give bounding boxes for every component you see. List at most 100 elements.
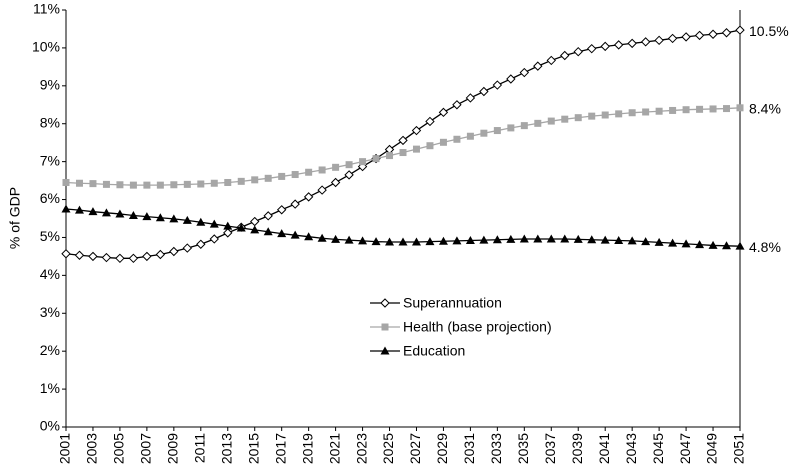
marker	[116, 181, 124, 189]
marker	[250, 225, 260, 234]
marker	[62, 178, 70, 186]
legend-label: Superannuation	[403, 295, 502, 311]
marker	[519, 234, 529, 243]
x-tick-label: 2027	[407, 433, 423, 464]
x-tick-label: 2051	[731, 433, 747, 464]
marker	[303, 192, 314, 202]
marker	[345, 161, 353, 169]
marker	[587, 235, 597, 244]
marker	[291, 171, 299, 179]
y-tick-label: 10%	[32, 39, 60, 55]
marker	[627, 38, 637, 49]
x-tick-label: 2041	[596, 433, 612, 464]
marker	[492, 235, 502, 244]
marker	[155, 249, 166, 260]
marker	[668, 238, 678, 247]
marker	[479, 86, 489, 97]
marker	[398, 135, 408, 146]
y-tick-label: 9%	[40, 77, 60, 93]
marker	[438, 236, 448, 245]
marker	[438, 107, 449, 118]
marker	[615, 110, 623, 118]
marker	[196, 239, 206, 249]
y-tick-label: 8%	[40, 114, 60, 130]
marker	[439, 138, 447, 146]
marker	[170, 181, 178, 189]
marker	[654, 35, 664, 46]
y-tick-label: 0%	[40, 418, 60, 434]
marker	[721, 28, 732, 38]
marker	[263, 227, 273, 236]
marker	[533, 61, 543, 71]
marker	[506, 234, 516, 243]
marker	[372, 155, 380, 163]
marker	[101, 208, 111, 217]
marker	[601, 111, 609, 119]
marker	[560, 50, 570, 61]
marker	[708, 29, 718, 39]
marker	[183, 180, 191, 188]
marker	[398, 237, 408, 246]
marker	[169, 214, 179, 223]
marker	[344, 235, 354, 244]
x-tick-label: 2017	[272, 433, 288, 464]
y-tick-label: 4%	[40, 266, 60, 282]
marker	[223, 228, 233, 238]
marker	[304, 232, 314, 241]
legend-marker	[381, 323, 389, 331]
legend-label: Health (base projection)	[403, 319, 552, 335]
y-tick-label: 2%	[40, 342, 60, 358]
marker	[223, 221, 233, 230]
marker	[573, 234, 583, 243]
marker	[115, 209, 125, 218]
x-tick-label: 2039	[569, 433, 585, 464]
marker	[465, 235, 475, 244]
marker	[75, 179, 83, 187]
x-tick-label: 2043	[623, 433, 639, 464]
marker	[655, 107, 663, 115]
marker	[587, 43, 597, 54]
marker	[317, 233, 327, 242]
series-line	[65, 107, 741, 186]
marker	[412, 145, 420, 153]
marker	[317, 185, 327, 195]
marker	[426, 142, 434, 150]
marker	[89, 180, 97, 188]
marker	[573, 46, 583, 57]
x-tick-label: 2009	[165, 433, 181, 464]
marker	[492, 80, 503, 90]
marker	[708, 240, 718, 249]
marker	[723, 105, 731, 113]
marker	[344, 170, 354, 180]
x-tick-label: 2037	[542, 433, 558, 464]
x-tick-label: 2023	[353, 433, 369, 464]
marker	[667, 33, 678, 44]
marker	[224, 178, 232, 186]
marker	[196, 217, 206, 226]
marker	[237, 177, 245, 185]
marker	[722, 241, 732, 250]
marker	[101, 252, 112, 263]
marker	[318, 166, 326, 174]
marker	[129, 181, 137, 189]
y-tick-label: 11%	[33, 1, 60, 17]
marker	[290, 199, 300, 209]
marker	[385, 237, 395, 246]
marker	[506, 74, 516, 84]
marker	[128, 253, 139, 264]
x-tick-label: 2049	[704, 433, 720, 464]
value-label: 10.5%	[749, 23, 789, 39]
marker	[628, 109, 636, 117]
marker	[88, 251, 98, 262]
marker	[681, 32, 691, 42]
marker	[425, 116, 435, 127]
marker	[74, 250, 85, 260]
marker	[169, 246, 179, 257]
marker	[263, 211, 273, 221]
marker	[682, 106, 690, 114]
marker	[74, 205, 84, 214]
x-tick-label: 2029	[434, 433, 450, 464]
marker	[331, 234, 341, 243]
marker	[411, 237, 421, 246]
marker	[155, 213, 165, 222]
